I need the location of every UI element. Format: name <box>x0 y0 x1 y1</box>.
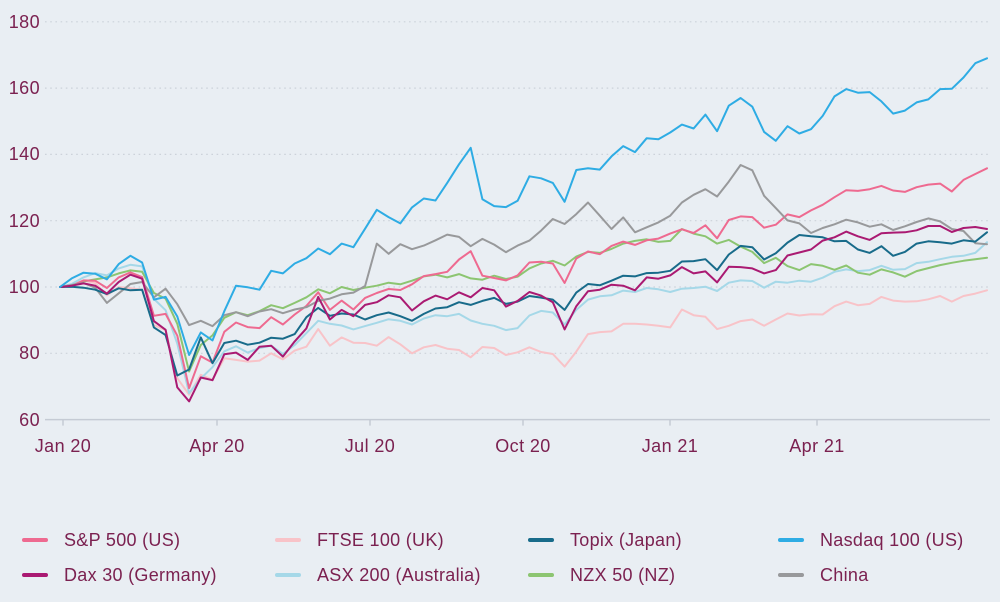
series-line-china <box>59 164 988 328</box>
series-line-topix <box>59 231 988 377</box>
y-tick-label-80: 80 <box>19 343 40 364</box>
legend-item-ftse: FTSE 100 (UK) <box>275 529 444 551</box>
legend-swatch-nzx <box>528 573 554 577</box>
legend-swatch-dax <box>22 573 48 577</box>
legend-label-sp: S&P 500 (US) <box>64 529 181 550</box>
x-tick-label-1: Apr 20 <box>189 436 245 456</box>
legend-swatch-ftse <box>275 538 301 542</box>
y-tick-label-160: 160 <box>8 78 40 99</box>
legend-label-nzx: NZX 50 (NZ) <box>570 564 676 585</box>
legend-label-ftse: FTSE 100 (UK) <box>317 529 444 550</box>
legend-item-topix: Topix (Japan) <box>528 529 682 551</box>
legend-label-dax: Dax 30 (Germany) <box>64 564 217 585</box>
x-tick-label-4: Jan 21 <box>641 436 699 456</box>
series-line-dax <box>59 225 988 403</box>
legend-item-nzx: NZX 50 (NZ) <box>528 564 675 586</box>
x-tick-label-0: Jan 20 <box>34 436 92 456</box>
x-tick-label-5: Apr 21 <box>789 436 845 456</box>
legend-label-asx: ASX 200 (Australia) <box>317 564 481 585</box>
x-tick-label-3: Oct 20 <box>495 436 551 456</box>
y-tick-label-120: 120 <box>8 210 40 231</box>
y-tick-label-140: 140 <box>8 144 40 165</box>
legend-label-topix: Topix (Japan) <box>570 529 682 550</box>
legend-item-asx: ASX 200 (Australia) <box>275 564 481 586</box>
legend-label-china: China <box>820 564 869 585</box>
series-line-ndx <box>59 57 988 356</box>
legend-item-sp: S&P 500 (US) <box>22 529 180 551</box>
legend-swatch-china <box>778 573 804 577</box>
legend-item-ndx: Nasdaq 100 (US) <box>778 529 964 551</box>
legend-item-china: China <box>778 564 869 586</box>
y-tick-label-100: 100 <box>8 277 40 297</box>
series-line-nzx <box>59 228 988 373</box>
series-line-asx <box>59 241 988 395</box>
legend-swatch-topix <box>528 538 554 542</box>
legend-swatch-ndx <box>778 538 804 542</box>
plot-area <box>45 21 990 426</box>
legend-swatch-sp <box>22 538 48 542</box>
series-line-sp <box>59 167 988 390</box>
legend-label-ndx: Nasdaq 100 (US) <box>820 529 964 550</box>
legend-swatch-asx <box>275 573 301 577</box>
x-tick-label-2: Jul 20 <box>344 436 396 456</box>
y-tick-label-180: 180 <box>8 11 40 32</box>
y-tick-label-60: 60 <box>19 409 40 430</box>
legend-item-dax: Dax 30 (Germany) <box>22 564 217 586</box>
